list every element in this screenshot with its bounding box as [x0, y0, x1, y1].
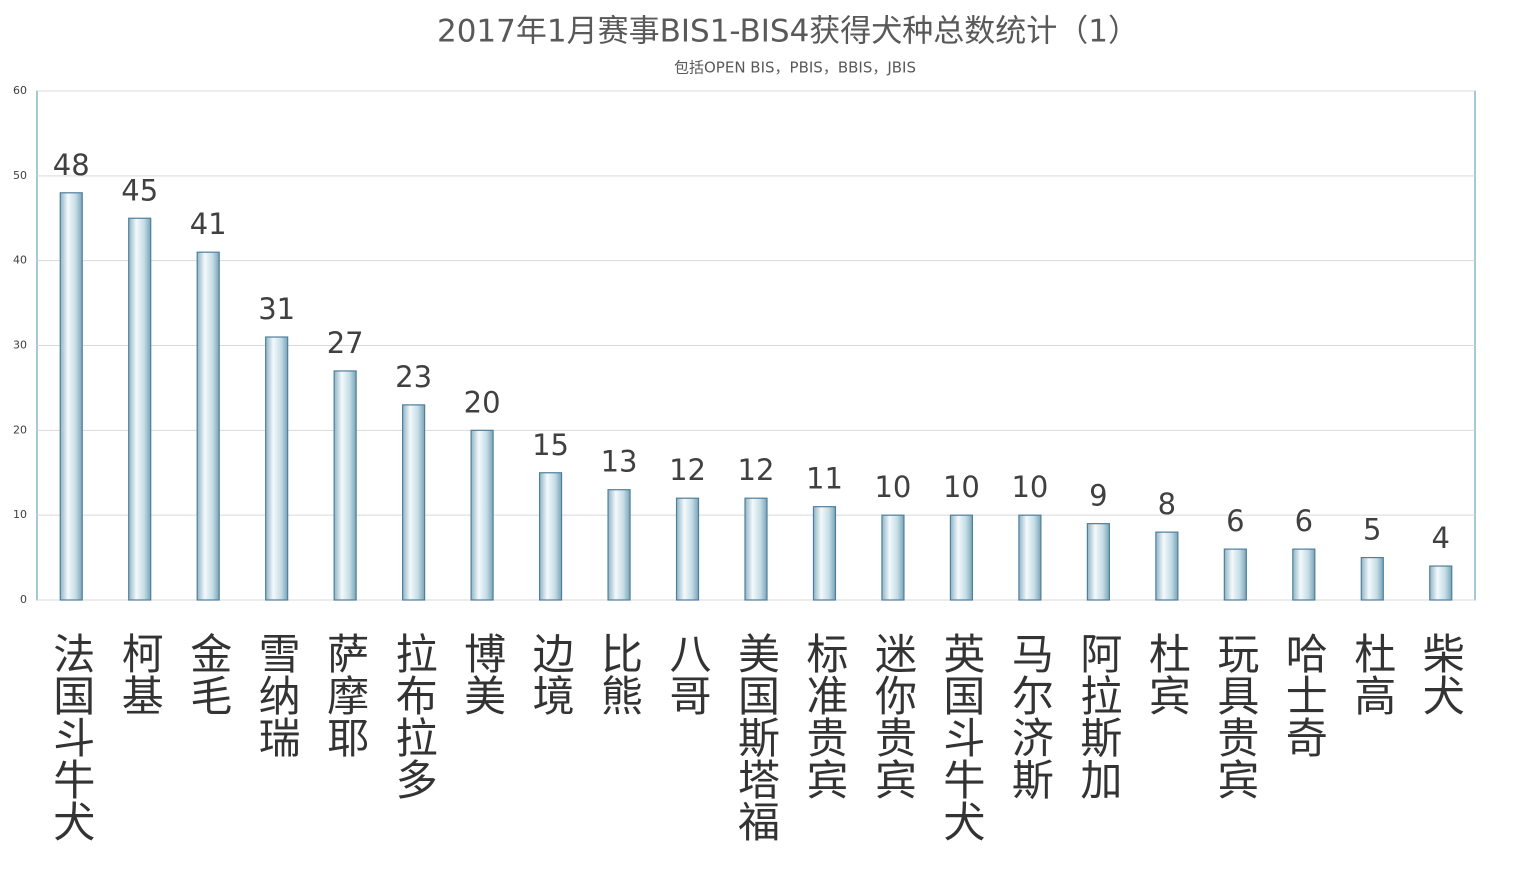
value-label: 11: [806, 462, 843, 496]
value-label: 41: [190, 207, 227, 241]
bar: [607, 489, 631, 601]
x-tick-label: 法国斗牛犬: [47, 632, 96, 842]
y-tick-label: 50: [13, 169, 27, 182]
value-label: 10: [1011, 470, 1048, 504]
value-label: 13: [601, 445, 638, 479]
value-label: 20: [464, 385, 501, 419]
x-tick-label: 阿拉斯加: [1074, 632, 1123, 800]
y-tick-label: 60: [13, 84, 27, 97]
chart-title: 2017年1月赛事BIS1-BIS4获得犬种总数统计（1）: [437, 14, 1139, 50]
x-tick-label: 英国斗牛犬: [937, 632, 986, 842]
bar: [265, 336, 289, 601]
bar: [128, 217, 152, 601]
x-tick-label: 哈士奇: [1279, 632, 1328, 758]
value-label: 27: [327, 326, 364, 360]
value-label: 9: [1089, 479, 1107, 513]
bar: [1360, 556, 1384, 601]
bar: [949, 514, 974, 601]
bar: [470, 429, 494, 601]
x-tick-label: 萨摩耶: [321, 632, 370, 758]
bar: [881, 514, 905, 601]
value-label: 12: [738, 453, 775, 487]
bar: [744, 497, 768, 601]
value-label: 45: [121, 173, 158, 207]
bar: [1429, 565, 1453, 601]
x-tick-label: 美国斯塔福: [732, 632, 781, 842]
bar: [59, 192, 83, 601]
x-tick-label: 标准贵宾: [800, 632, 849, 800]
y-tick-label: 0: [20, 593, 27, 606]
value-label: 12: [669, 453, 706, 487]
y-tick-label: 10: [13, 508, 27, 521]
bar: [402, 404, 426, 601]
x-tick-label: 边境: [526, 632, 575, 716]
bar: [1018, 514, 1042, 601]
value-label: 48: [53, 148, 90, 182]
value-label: 10: [874, 470, 911, 504]
x-tick-label: 柴犬: [1416, 632, 1465, 716]
bar: [538, 472, 563, 601]
y-tick-label: 20: [13, 423, 27, 436]
bar: [196, 251, 220, 601]
bar: [675, 497, 700, 601]
x-tick-label: 拉布拉多: [389, 632, 438, 800]
x-tick-label: 柯基: [115, 632, 164, 716]
value-label: 4: [1432, 521, 1450, 555]
value-label: 10: [943, 470, 980, 504]
x-tick-label: 迷你贵宾: [868, 632, 917, 800]
x-tick-label: 玩具贵宾: [1211, 632, 1260, 800]
value-label: 6: [1226, 504, 1244, 538]
x-tick-label: 雪纳瑞: [252, 632, 301, 758]
bar: [1155, 531, 1179, 601]
x-tick-label: 杜宾: [1142, 632, 1191, 716]
chart-subtitle: 包括OPEN BIS，PBIS，BBIS，JBIS: [674, 59, 916, 77]
x-tick-label: 八哥: [663, 632, 712, 716]
value-label: 23: [395, 360, 432, 394]
value-label: 6: [1295, 504, 1313, 538]
bar: [1223, 548, 1247, 601]
x-tick-label: 杜高: [1348, 632, 1397, 716]
y-tick-label: 40: [13, 254, 27, 267]
x-tick-label: 金毛: [184, 632, 233, 716]
x-tick-label: 马尔济斯: [1005, 632, 1054, 800]
x-tick-label: 比熊: [595, 632, 644, 716]
bar: [812, 506, 837, 601]
x-tick-label: 博美: [458, 632, 507, 716]
y-tick-label: 30: [13, 339, 27, 352]
value-label: 8: [1158, 487, 1176, 521]
bar: [1086, 523, 1110, 601]
bar: [1292, 548, 1316, 601]
bar: [333, 370, 357, 601]
value-label: 5: [1363, 513, 1381, 547]
value-label: 31: [258, 292, 295, 326]
value-label: 15: [532, 428, 569, 462]
